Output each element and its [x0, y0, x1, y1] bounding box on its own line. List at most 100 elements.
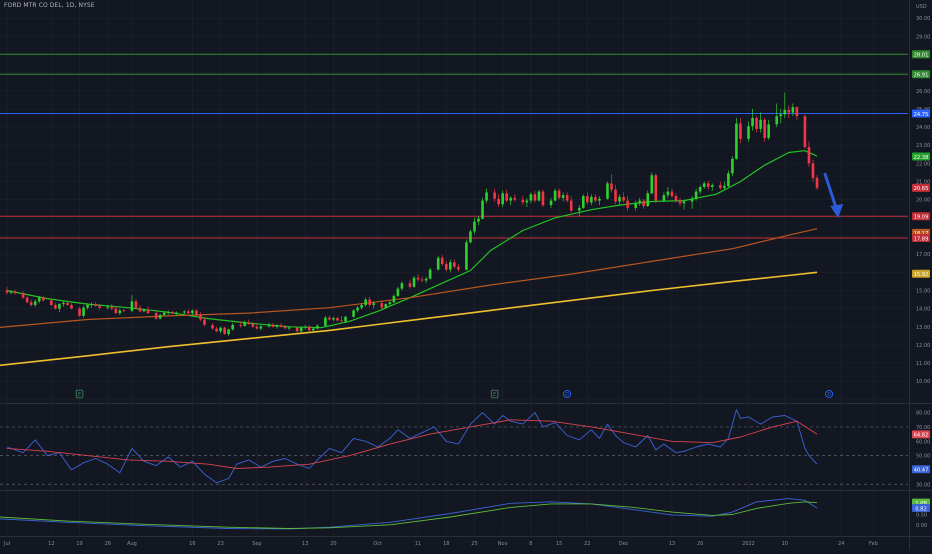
candle: [614, 185, 617, 205]
rsi-tag-text: 40.47: [914, 468, 929, 474]
candle: [259, 324, 263, 331]
rsi-tag-bg: [912, 430, 930, 439]
candle: [444, 261, 448, 272]
candle: [473, 217, 476, 235]
time-tick-label: 10: [782, 541, 788, 547]
price-axis: USD30.0029.0028.0027.0026.0025.0024.0023…: [916, 4, 930, 385]
candle-body: [195, 310, 198, 315]
candle-body: [82, 307, 85, 316]
time-tick-label: Oct: [373, 541, 382, 547]
candle-body: [815, 177, 819, 188]
candle: [360, 303, 363, 310]
candle: [815, 175, 819, 190]
event-marker[interactable]: D: [563, 389, 572, 399]
candle-body: [767, 124, 770, 138]
candle-body: [444, 264, 448, 270]
price-tick-label: 10.00: [916, 379, 930, 385]
price-tag: 28.01: [912, 50, 930, 59]
price-tag-bg: [912, 152, 930, 161]
candle-body: [473, 221, 476, 232]
price-tag: 24.75: [912, 109, 930, 118]
candle: [158, 314, 162, 320]
candle-body: [344, 316, 347, 322]
candle-body: [251, 324, 255, 327]
candle-body: [41, 297, 45, 301]
time-tick-label: Jul: [3, 541, 10, 547]
candle-body: [219, 327, 222, 332]
candle-body: [670, 191, 674, 197]
rsi-series-line: [6, 419, 818, 469]
candle: [666, 186, 670, 198]
trend-arrow-head: [830, 204, 844, 219]
candle-body: [227, 329, 230, 335]
candle-body: [787, 109, 791, 113]
price-tag-text: 15.92: [914, 272, 929, 278]
candle: [634, 200, 637, 211]
candle-body: [340, 320, 343, 322]
candle-body: [610, 183, 613, 190]
candle-body: [134, 301, 138, 308]
candle: [481, 197, 484, 220]
dividend-marker-circle: [563, 389, 572, 399]
candle: [122, 308, 126, 313]
event-marker[interactable]: E: [490, 389, 499, 399]
rsi-tick-label: 70.00: [916, 425, 930, 431]
candle-body: [223, 327, 226, 335]
candle-body: [66, 302, 69, 305]
candle: [9, 290, 13, 295]
candle-body: [215, 328, 218, 332]
candle-body: [299, 327, 303, 332]
candle-body: [191, 310, 194, 314]
candle-body: [158, 314, 162, 319]
candle-body: [662, 195, 666, 201]
candle-body: [557, 190, 561, 198]
price-tick-label: 13.00: [916, 325, 930, 331]
candle: [90, 302, 93, 308]
candle: [682, 199, 686, 210]
candle-body: [324, 317, 327, 326]
candle: [698, 185, 702, 195]
candle: [493, 188, 496, 202]
event-marker[interactable]: D: [825, 389, 834, 399]
candle: [170, 310, 174, 315]
price-tag-bg: [912, 269, 930, 278]
candle: [626, 196, 629, 211]
candle-body: [336, 318, 339, 321]
candle-body: [706, 183, 710, 187]
candle-body: [384, 304, 388, 308]
price-tick-label: 20.00: [916, 198, 930, 204]
candle: [199, 312, 202, 322]
candle-body: [497, 198, 500, 205]
candle-body: [622, 196, 625, 201]
candle-body: [710, 185, 714, 187]
candle-body: [775, 116, 779, 125]
candle: [295, 326, 299, 333]
candle: [37, 295, 41, 304]
candle-body: [529, 194, 533, 201]
candle-body: [493, 192, 496, 199]
candle: [70, 303, 73, 310]
candle-body: [211, 324, 214, 329]
time-tick-label: Nov: [498, 541, 508, 547]
candle: [267, 323, 271, 328]
candle-body: [9, 291, 13, 293]
candle: [287, 325, 291, 331]
price-tag-text: 20.65: [914, 186, 929, 192]
candle: [283, 324, 287, 330]
candle: [340, 315, 343, 323]
candle-body: [174, 312, 178, 314]
price-tag: 26.91: [912, 70, 930, 79]
price-tick-label: 12.00: [916, 343, 930, 349]
time-tick-label: 13: [669, 541, 675, 547]
candle: [702, 181, 706, 189]
time-tick-label: 23: [217, 541, 223, 547]
event-marker[interactable]: E: [75, 389, 84, 399]
candle: [247, 319, 251, 325]
time-tick-label: 16: [189, 541, 195, 547]
candle-body: [114, 308, 118, 314]
candle: [598, 196, 601, 206]
candle: [400, 281, 404, 291]
candle: [223, 326, 226, 335]
